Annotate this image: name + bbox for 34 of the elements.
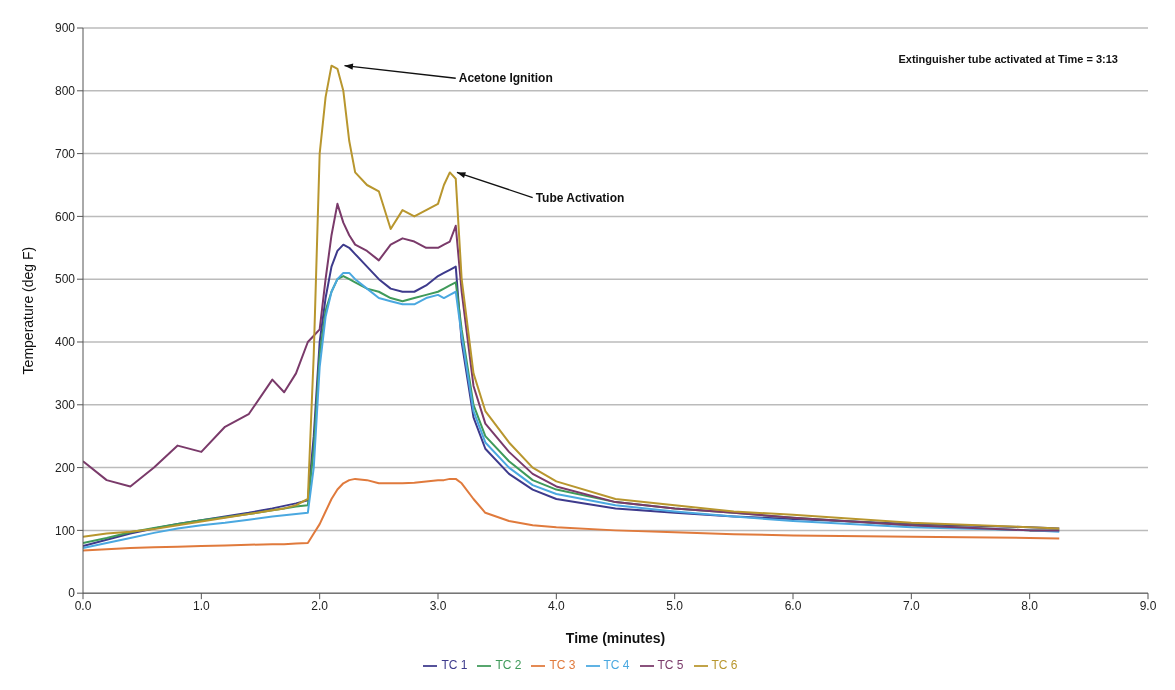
y-tick-label: 700: [54, 146, 76, 161]
x-tick-label: 6.0: [784, 598, 802, 613]
y-tick-label: 200: [54, 460, 76, 475]
y-tick-label: 100: [54, 523, 76, 538]
y-tick-label: 800: [54, 84, 76, 99]
line-series: [83, 477, 1061, 552]
x-tick-label: 2.0: [311, 598, 329, 613]
y-tick-label: 400: [54, 335, 76, 350]
legend-label: TC 2: [495, 658, 522, 673]
x-tick-label: 5.0: [666, 598, 684, 613]
y-tick-label: 900: [54, 21, 76, 36]
line-series: [83, 64, 1061, 538]
legend-label: TC 1: [441, 658, 468, 673]
x-tick-label: 3.0: [429, 598, 447, 613]
x-tick-label: 7.0: [902, 598, 920, 613]
x-axis-title: Time (minutes): [565, 630, 666, 647]
legend-label: TC 6: [711, 658, 738, 673]
x-tick-label: 9.0: [1139, 598, 1157, 613]
line-series: [83, 202, 1061, 532]
x-tick-label: 0.0: [74, 598, 92, 613]
x-tick-label: 8.0: [1021, 598, 1039, 613]
legend-label: TC 5: [657, 658, 684, 673]
legend-label: TC 4: [603, 658, 630, 673]
y-tick-label: 0: [68, 586, 76, 601]
x-tick-label: 1.0: [192, 598, 210, 613]
y-tick-label: 600: [54, 209, 76, 224]
x-tick-label: 4.0: [547, 598, 565, 613]
y-axis-title: Temperature (deg F): [19, 246, 36, 375]
y-tick-label: 300: [54, 398, 76, 413]
annotation: Acetone Ignition: [458, 71, 553, 86]
y-tick-label: 500: [54, 272, 76, 287]
legend-label: TC 3: [549, 658, 576, 673]
annotation: Tube Activation: [535, 190, 625, 205]
annotation: Extinguisher tube activated at Time = 3:13: [898, 53, 1118, 65]
